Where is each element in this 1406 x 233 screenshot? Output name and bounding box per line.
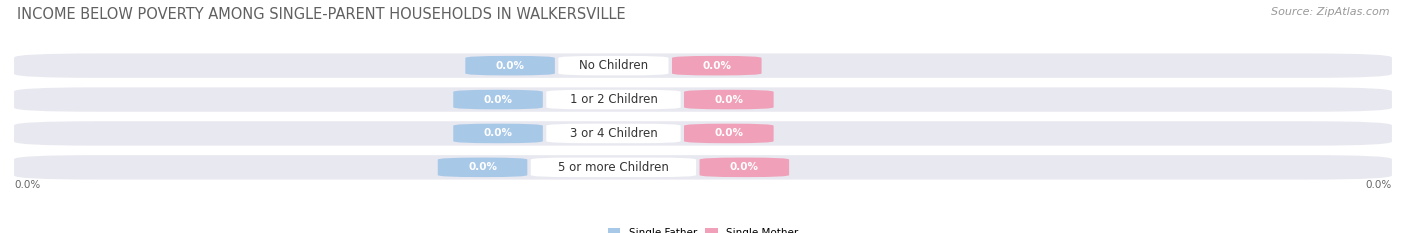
Text: 0.0%: 0.0%: [495, 61, 524, 71]
FancyBboxPatch shape: [547, 90, 681, 109]
Text: 0.0%: 0.0%: [14, 180, 41, 190]
FancyBboxPatch shape: [14, 155, 1392, 180]
Legend: Single Father, Single Mother: Single Father, Single Mother: [607, 228, 799, 233]
FancyBboxPatch shape: [453, 90, 543, 109]
Text: 0.0%: 0.0%: [714, 128, 744, 138]
FancyBboxPatch shape: [672, 56, 762, 75]
Text: 5 or more Children: 5 or more Children: [558, 161, 669, 174]
FancyBboxPatch shape: [685, 124, 773, 143]
FancyBboxPatch shape: [437, 158, 527, 177]
FancyBboxPatch shape: [700, 158, 789, 177]
Text: 0.0%: 0.0%: [702, 61, 731, 71]
Text: 1 or 2 Children: 1 or 2 Children: [569, 93, 658, 106]
Text: Source: ZipAtlas.com: Source: ZipAtlas.com: [1271, 7, 1389, 17]
Text: INCOME BELOW POVERTY AMONG SINGLE-PARENT HOUSEHOLDS IN WALKERSVILLE: INCOME BELOW POVERTY AMONG SINGLE-PARENT…: [17, 7, 626, 22]
Text: No Children: No Children: [579, 59, 648, 72]
Text: 0.0%: 0.0%: [484, 95, 513, 105]
Text: 0.0%: 0.0%: [1365, 180, 1392, 190]
Text: 0.0%: 0.0%: [730, 162, 759, 172]
FancyBboxPatch shape: [531, 158, 696, 177]
Text: 0.0%: 0.0%: [714, 95, 744, 105]
FancyBboxPatch shape: [558, 56, 669, 75]
Text: 0.0%: 0.0%: [468, 162, 498, 172]
FancyBboxPatch shape: [453, 124, 543, 143]
Text: 0.0%: 0.0%: [484, 128, 513, 138]
FancyBboxPatch shape: [547, 124, 681, 143]
Text: 3 or 4 Children: 3 or 4 Children: [569, 127, 658, 140]
FancyBboxPatch shape: [14, 87, 1392, 112]
FancyBboxPatch shape: [465, 56, 555, 75]
FancyBboxPatch shape: [685, 90, 773, 109]
FancyBboxPatch shape: [14, 121, 1392, 146]
FancyBboxPatch shape: [14, 53, 1392, 78]
